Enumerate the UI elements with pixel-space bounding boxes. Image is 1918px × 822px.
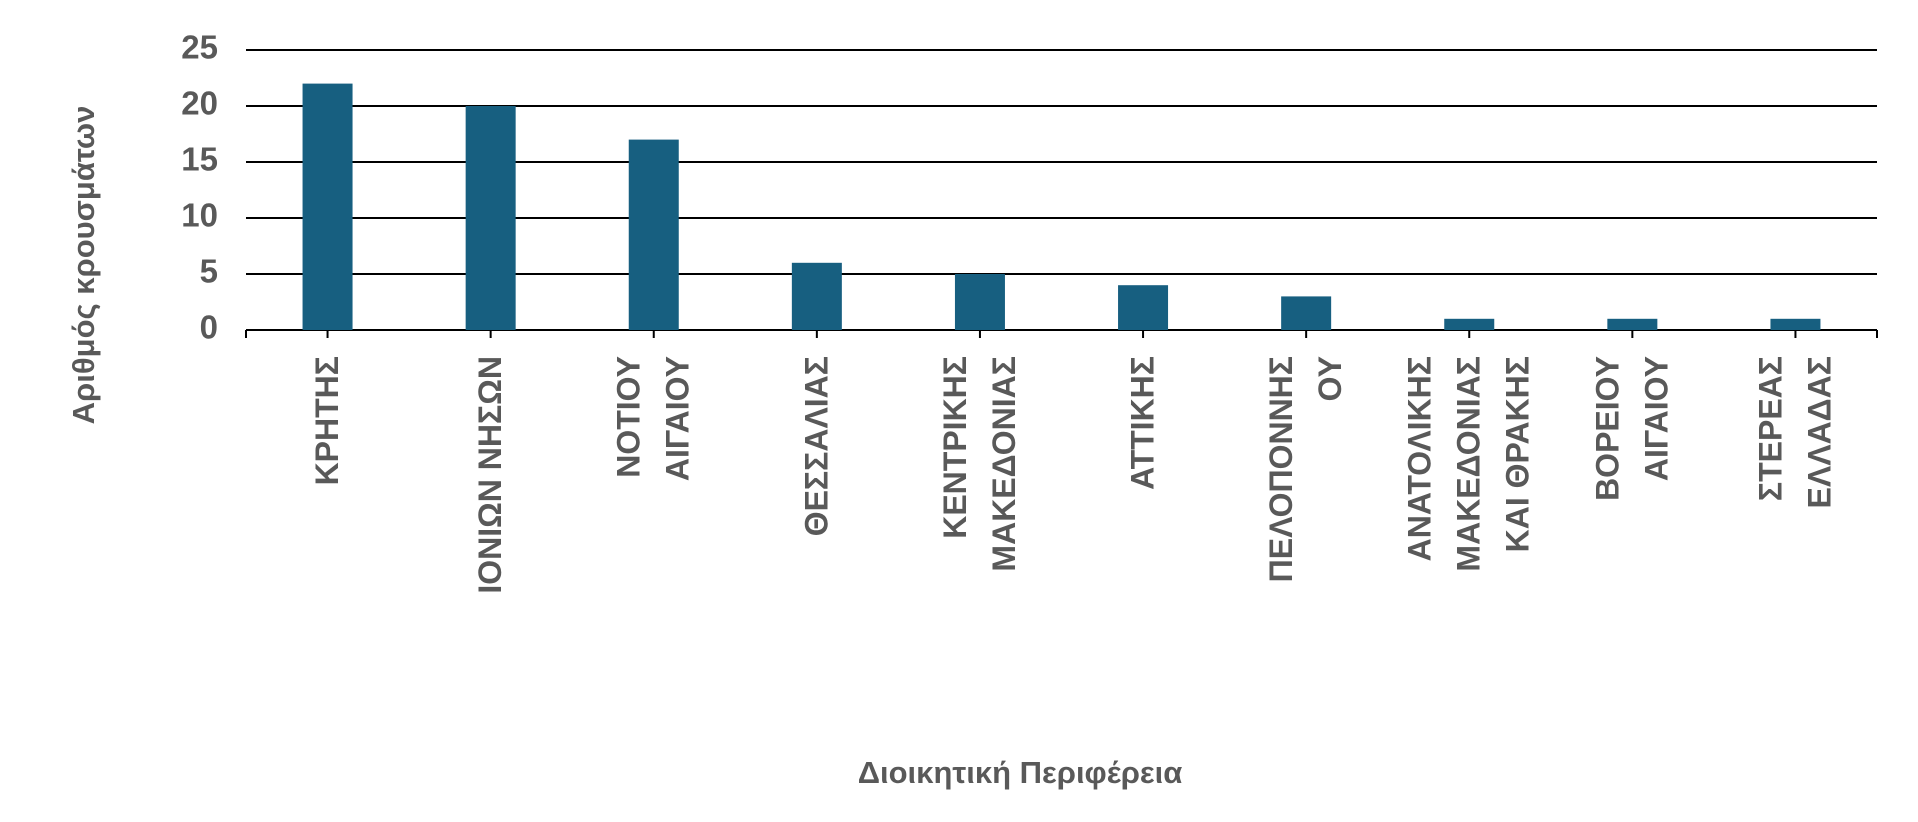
bar — [954, 274, 1005, 330]
x-tick-label: ΜΑΚΕΔΟΝΙΑΣ — [986, 356, 1022, 572]
x-tick-label: ΑΤΤΙΚΗΣ — [1125, 356, 1161, 490]
x-tick-label: ΑΙΓΑΙΟΥ — [1638, 356, 1674, 481]
y-tick-label: 5 — [200, 253, 218, 290]
x-tick-label: ΚΕΝΤΡΙΚΗΣ — [937, 356, 973, 539]
bar — [1118, 285, 1169, 330]
bar — [465, 106, 516, 330]
bar — [1607, 318, 1658, 330]
x-tick-label: ΚΑΙ ΘΡΑΚΗΣ — [1500, 356, 1536, 552]
x-tick-label: ΙΟΝΙΩΝ ΝΗΣΩΝ — [472, 356, 508, 594]
x-tick-label: ΘΕΣΣΑΛΙΑΣ — [798, 356, 834, 536]
y-tick-label: 25 — [181, 29, 218, 66]
y-tick-label: 0 — [200, 309, 218, 346]
bar — [628, 139, 679, 330]
bar — [302, 83, 353, 330]
bar — [1770, 318, 1821, 330]
x-tick-label: ΣΤΕΡΕΑΣ — [1752, 356, 1788, 501]
x-tick-label: ΝΟΤΙΟΥ — [611, 356, 647, 478]
x-axis-label: Διοικητική Περιφέρεια — [858, 755, 1183, 790]
y-tick-label: 15 — [181, 141, 218, 178]
y-axis-label: Αριθμός κρουσμάτων — [66, 106, 101, 425]
x-tick-label: ΕΛΛΑΔΑΣ — [1801, 356, 1837, 508]
bar — [1281, 296, 1332, 330]
x-tick-label: ΟΥ — [1312, 356, 1348, 401]
y-tick-label: 20 — [181, 85, 218, 122]
x-tick-label: ΜΑΚΕΔΟΝΙΑΣ — [1451, 356, 1487, 572]
x-tick-label: ΠΕΛΟΠΟΝΝΗΣ — [1263, 356, 1299, 582]
x-tick-label: ΑΙΓΑΙΟΥ — [660, 356, 696, 481]
y-tick-label: 10 — [181, 197, 218, 234]
bar — [791, 262, 842, 330]
bar — [1444, 318, 1495, 330]
x-tick-label: ΚΡΗΤΗΣ — [309, 356, 345, 485]
x-tick-label: ΒΟΡΕΙΟΥ — [1589, 356, 1625, 501]
x-tick-label: ΑΝΑΤΟΛΙΚΗΣ — [1402, 356, 1438, 561]
